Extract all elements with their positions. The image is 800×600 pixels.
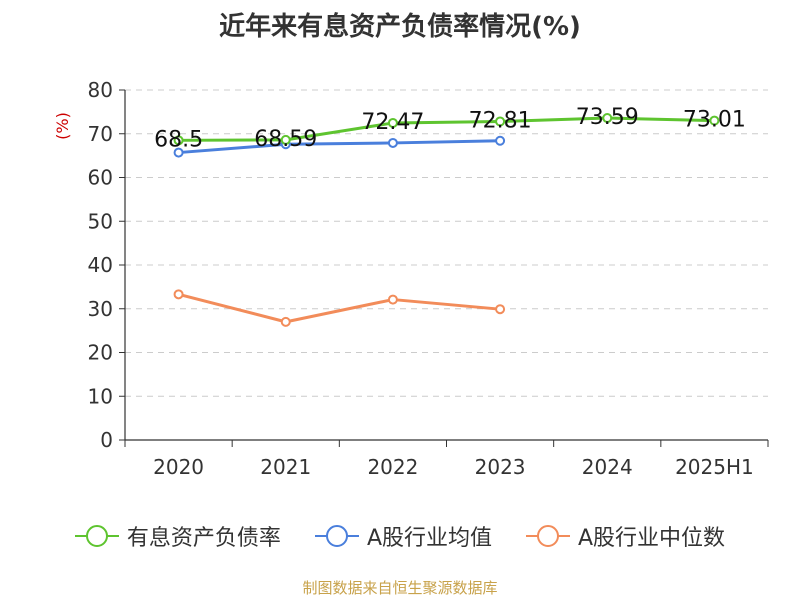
- y-tick-label: 40: [88, 253, 113, 277]
- data-point: [387, 117, 398, 128]
- y-tick-label: 30: [88, 297, 113, 321]
- x-tick-label: 2020: [153, 455, 204, 479]
- y-tick-label: 0: [100, 428, 113, 452]
- data-point: [495, 116, 506, 127]
- data-point: [495, 304, 506, 315]
- data-point: [280, 134, 291, 145]
- x-tick-label: 2025H1: [675, 455, 754, 479]
- legend-label: 有息资产负债率: [126, 526, 281, 551]
- data-point: [280, 316, 291, 327]
- series-line: [178, 139, 501, 155]
- legend-item[interactable]: 有息资产负债率: [74, 520, 281, 552]
- legend-label: A股行业中位数: [578, 526, 726, 551]
- data-point: [387, 294, 398, 305]
- chart-title: 近年来有息资产负债率情况(%): [219, 12, 581, 42]
- data-point: [173, 289, 184, 300]
- y-axis-label: (%): [53, 112, 72, 140]
- data-point: [173, 135, 184, 146]
- data-point: [709, 115, 720, 126]
- x-tick-label: 2024: [582, 455, 633, 479]
- y-tick-label: 10: [88, 384, 113, 408]
- legend-item[interactable]: A股行业均值: [314, 520, 492, 552]
- y-tick-label: 80: [88, 78, 113, 102]
- x-tick-label: 2022: [367, 455, 418, 479]
- y-tick-label: 70: [88, 122, 113, 146]
- source-note: 制图数据来自恒生聚源数据库: [302, 579, 498, 597]
- data-label: 73.01: [683, 108, 746, 133]
- data-label: 72.47: [361, 110, 424, 135]
- data-point: [602, 113, 613, 124]
- series-line: [178, 116, 715, 142]
- legend-label: A股行业均值: [366, 526, 492, 551]
- y-tick-label: 60: [88, 166, 113, 190]
- legend-swatch: [74, 525, 119, 547]
- legend-swatch-marker: [325, 525, 348, 547]
- legend-swatch: [314, 525, 359, 547]
- data-point: [173, 147, 184, 158]
- y-tick-label: 50: [88, 209, 113, 233]
- data-label: 68.59: [254, 127, 317, 152]
- data-label: 72.81: [469, 108, 532, 133]
- legend-swatch: [526, 525, 570, 547]
- data-label: 68.5: [154, 127, 203, 152]
- x-tick-label: 2021: [260, 455, 311, 479]
- legend-swatch-marker: [85, 525, 108, 547]
- data-label: 73.59: [576, 105, 639, 130]
- x-tick-label: 2023: [475, 455, 526, 479]
- legend-item[interactable]: A股行业中位数: [526, 520, 725, 552]
- data-point: [495, 135, 506, 146]
- y-tick-label: 20: [88, 341, 113, 365]
- series-line: [178, 292, 501, 324]
- data-point: [387, 137, 398, 148]
- legend: 有息资产负债率 A股行业均值 A股行业中位数: [0, 520, 800, 552]
- legend-swatch-marker: [537, 525, 559, 547]
